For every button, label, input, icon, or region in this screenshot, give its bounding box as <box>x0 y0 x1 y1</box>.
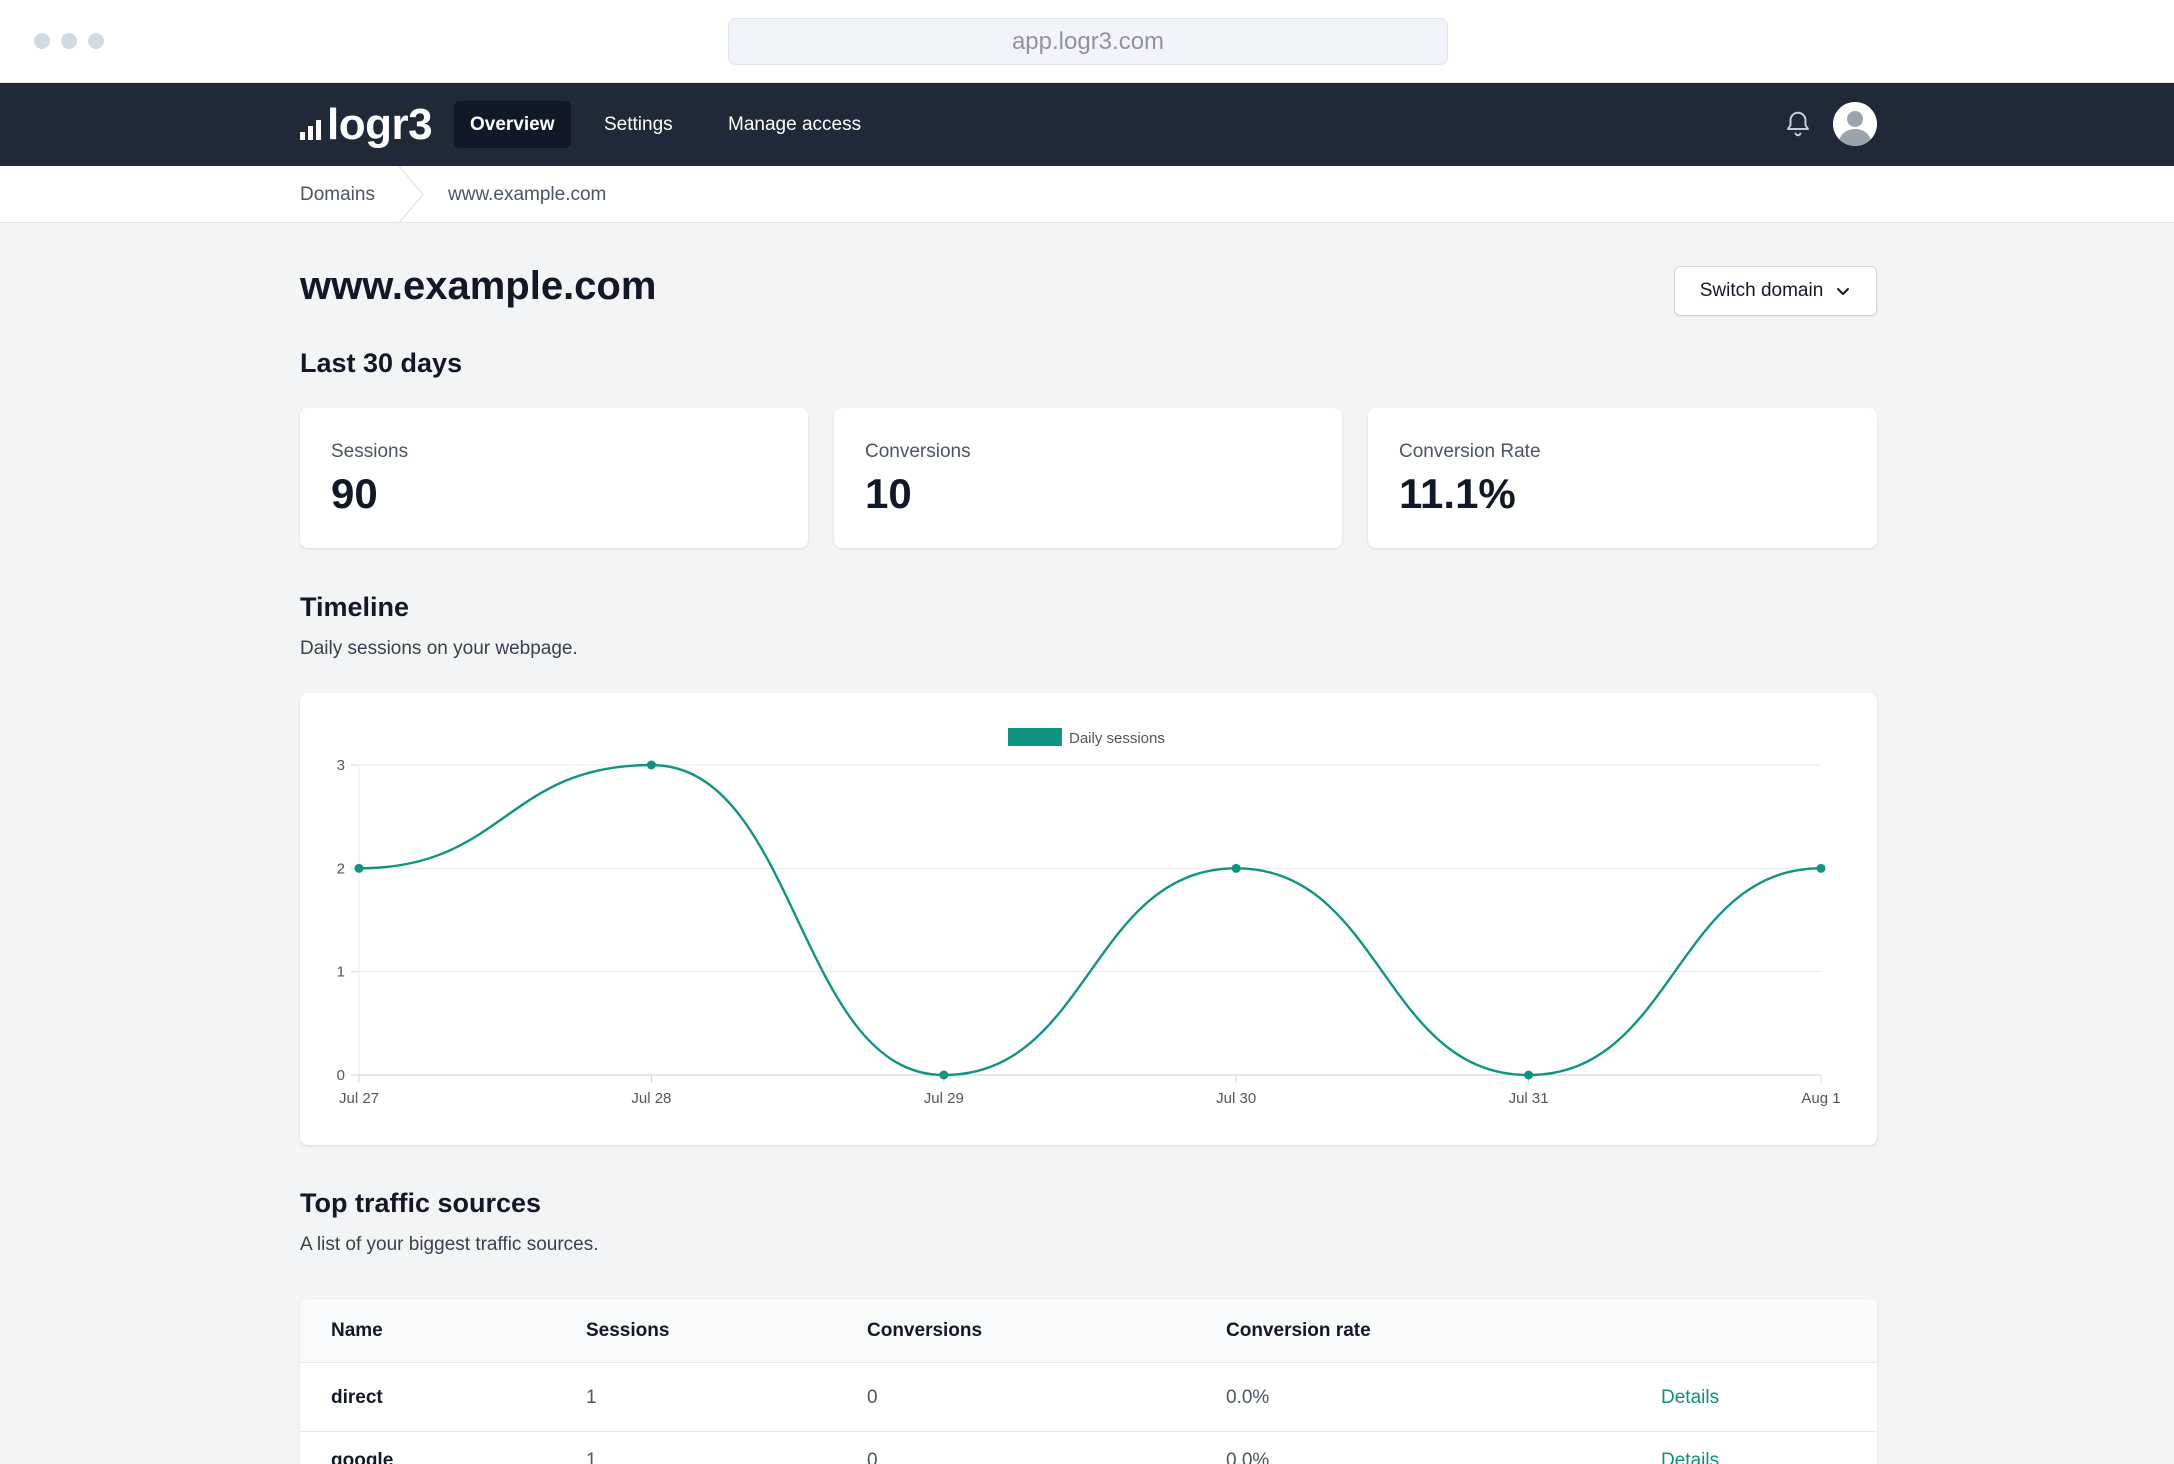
data-point <box>1524 1070 1534 1080</box>
stat-card-conversions: Conversions 10 <box>834 408 1342 548</box>
x-tick-label: Jul 28 <box>631 1090 671 1107</box>
x-tick-label: Jul 31 <box>1509 1090 1549 1107</box>
table-header: Name Sessions Conversions Conversion rat… <box>300 1299 1877 1363</box>
y-tick-label: 3 <box>337 757 345 774</box>
switch-domain-label: Switch domain <box>1699 280 1824 301</box>
cell-name: google <box>331 1450 394 1464</box>
window-dot <box>61 33 77 49</box>
nav-settings[interactable]: Settings <box>604 114 673 135</box>
breadcrumb-domains[interactable]: Domains <box>300 184 375 205</box>
switch-domain-button[interactable]: Switch domain <box>1674 266 1877 316</box>
nav-manage-access[interactable]: Manage access <box>728 114 862 135</box>
sources-table: Name Sessions Conversions Conversion rat… <box>300 1299 1877 1464</box>
y-tick-label: 0 <box>337 1067 345 1084</box>
column-header-name[interactable]: Name <box>331 1320 383 1341</box>
timeline-title: Timeline <box>300 592 410 622</box>
cell-name: direct <box>331 1387 383 1408</box>
avatar[interactable] <box>1833 102 1877 146</box>
logo-text: logr3 <box>327 100 433 149</box>
legend-label: Daily sessions <box>1069 730 1165 747</box>
series-line-daily-sessions <box>358 763 1822 1077</box>
data-point <box>646 760 656 770</box>
breadcrumb-separator-icon <box>398 166 424 223</box>
sources-subtitle: A list of your biggest traffic sources. <box>300 1234 599 1255</box>
cell-sessions: 1 <box>586 1450 597 1464</box>
stat-label: Sessions <box>331 441 409 462</box>
breadcrumb: Domains www.example.com <box>0 166 2174 223</box>
bell-icon[interactable] <box>1783 109 1813 139</box>
stat-value: 90 <box>331 470 378 517</box>
top-nav: logr3 Overview Settings Manage access <box>0 83 2174 166</box>
window-dot <box>88 33 104 49</box>
summary-title: Last 30 days <box>300 348 463 378</box>
legend-swatch <box>1008 728 1062 746</box>
cell-conversions: 0 <box>867 1387 878 1408</box>
column-header-conversions[interactable]: Conversions <box>867 1320 983 1341</box>
cell-rate: 0.0% <box>1226 1450 1270 1464</box>
table-row: direct 1 0 0.0% Details <box>300 1363 1877 1432</box>
y-tick-label: 2 <box>337 860 345 877</box>
x-tick-label: Jul 29 <box>924 1090 964 1107</box>
stat-card-conversion-rate: Conversion Rate 11.1% <box>1368 408 1877 548</box>
cell-conversions: 0 <box>867 1450 878 1464</box>
x-tick-label: Jul 27 <box>339 1090 379 1107</box>
logo-bars-icon <box>300 120 321 140</box>
column-header-sessions[interactable]: Sessions <box>586 1320 670 1341</box>
chevron-down-icon <box>1837 288 1850 295</box>
x-tick-label: Aug 1 <box>1801 1090 1840 1107</box>
cell-rate: 0.0% <box>1226 1387 1270 1408</box>
timeline-subtitle: Daily sessions on your webpage. <box>300 638 578 659</box>
user-avatar-icon <box>1833 102 1877 146</box>
window-dot <box>34 33 50 49</box>
timeline-chart-card: 0 1 2 3 Jul 27 Jul 28 Jul 29 Jul 30 Jul 31 Aug 1 D… <box>300 693 1877 1145</box>
data-point <box>354 863 364 873</box>
logo[interactable]: logr3 <box>300 99 433 149</box>
stat-label: Conversion Rate <box>1399 441 1541 462</box>
page-title: www.example.com <box>300 264 657 308</box>
nav-overview[interactable]: Overview <box>454 101 571 148</box>
breadcrumb-current: www.example.com <box>448 184 607 205</box>
browser-chrome: app.logr3.com <box>0 0 2174 83</box>
column-header-conversion-rate[interactable]: Conversion rate <box>1226 1320 1371 1341</box>
x-tick-label: Jul 30 <box>1216 1090 1256 1107</box>
stat-card-sessions: Sessions 90 <box>300 408 808 548</box>
data-point <box>1231 863 1241 873</box>
details-link[interactable]: Details <box>1661 1387 1720 1408</box>
y-tick-label: 1 <box>337 964 345 981</box>
sources-title: Top traffic sources <box>300 1188 542 1218</box>
stat-label: Conversions <box>865 441 971 462</box>
data-point <box>939 1070 949 1080</box>
stat-value: 11.1% <box>1399 470 1516 517</box>
address-bar[interactable]: app.logr3.com <box>728 18 1448 65</box>
cell-sessions: 1 <box>586 1387 597 1408</box>
details-link[interactable]: Details <box>1661 1450 1720 1464</box>
table-row: google 1 0 0.0% Details <box>300 1432 1877 1464</box>
data-point <box>1816 863 1826 873</box>
timeline-chart: 0 1 2 3 Jul 27 Jul 28 Jul 29 Jul 30 Jul 31 Aug 1 D… <box>337 728 1841 1107</box>
stat-value: 10 <box>865 470 912 517</box>
